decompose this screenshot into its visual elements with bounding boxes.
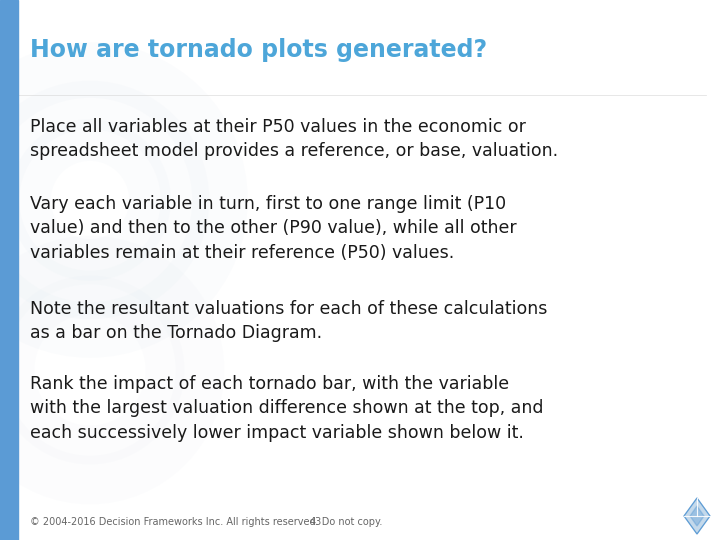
Polygon shape xyxy=(690,506,704,526)
Text: 43: 43 xyxy=(310,517,323,527)
Text: Vary each variable in turn, first to one range limit (P10
value) and then to the: Vary each variable in turn, first to one… xyxy=(30,195,517,261)
Text: How are tornado plots generated?: How are tornado plots generated? xyxy=(30,38,487,62)
Text: Place all variables at their P50 values in the economic or
spreadsheet model pro: Place all variables at their P50 values … xyxy=(30,118,558,160)
Text: Note the resultant valuations for each of these calculations
as a bar on the Tor: Note the resultant valuations for each o… xyxy=(30,300,547,342)
Text: © 2004-2016 Decision Frameworks Inc. All rights reserved. Do not copy.: © 2004-2016 Decision Frameworks Inc. All… xyxy=(30,517,382,527)
Polygon shape xyxy=(684,498,710,534)
Text: Rank the impact of each tornado bar, with the variable
with the largest valuatio: Rank the impact of each tornado bar, wit… xyxy=(30,375,544,442)
Bar xyxy=(0,0,18,540)
